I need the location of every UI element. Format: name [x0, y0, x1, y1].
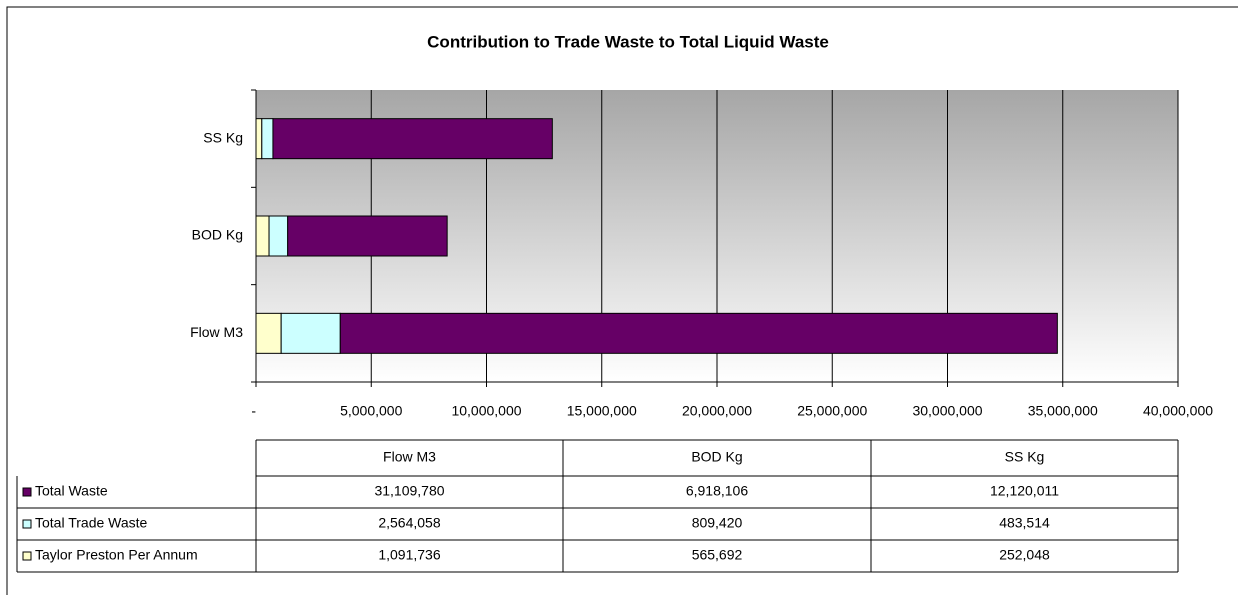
table-cell: 1,091,736 [378, 547, 440, 563]
table-cell: 12,120,011 [990, 483, 1059, 499]
legend-label: Total Waste [35, 483, 108, 499]
bar-segment [272, 118, 553, 160]
bar-segment [268, 215, 289, 257]
bar-segment [255, 312, 282, 354]
bar-segment [255, 215, 270, 257]
table-cell: 6,918,106 [686, 483, 748, 499]
legend-swatch [22, 551, 32, 561]
table-cell: 2,564,058 [378, 515, 440, 531]
legend-label: Taylor Preston Per Annum [35, 547, 198, 563]
bar-segment [261, 118, 274, 160]
y-tick-label: BOD Kg [192, 227, 243, 243]
table-cell: 483,514 [999, 515, 1050, 531]
x-tick-label: 35,000,000 [1028, 403, 1098, 419]
x-tick-label: 40,000,000 [1143, 403, 1213, 419]
x-tick-label: 20,000,000 [682, 403, 752, 419]
chart-title: Contribution to Trade Waste to Total Liq… [427, 32, 829, 51]
legend-swatch [22, 487, 32, 497]
x-tick-label: 15,000,000 [567, 403, 637, 419]
bar-segment [287, 215, 448, 257]
legend-swatch [22, 519, 32, 529]
table-header: Flow M3 [383, 449, 436, 465]
bar-segment [280, 312, 341, 354]
table-cell: 252,048 [999, 547, 1050, 563]
y-tick-label: SS Kg [203, 129, 243, 145]
x-tick-label: 10,000,000 [451, 403, 521, 419]
y-tick-label: Flow M3 [190, 324, 243, 340]
table-cell: 31,109,780 [374, 483, 444, 499]
table-cell: 809,420 [692, 515, 743, 531]
table-cell: 565,692 [692, 547, 743, 563]
x-tick-label: 25,000,000 [797, 403, 867, 419]
legend-label: Total Trade Waste [35, 515, 148, 531]
bar-segment [255, 118, 263, 160]
bar-segment [339, 312, 1058, 354]
x-tick-label: 5,000,000 [340, 403, 402, 419]
table-header: SS Kg [1005, 449, 1045, 465]
x-tick-label: 30,000,000 [912, 403, 982, 419]
x-tick-label: - [251, 403, 256, 419]
table-header: BOD Kg [691, 449, 742, 465]
